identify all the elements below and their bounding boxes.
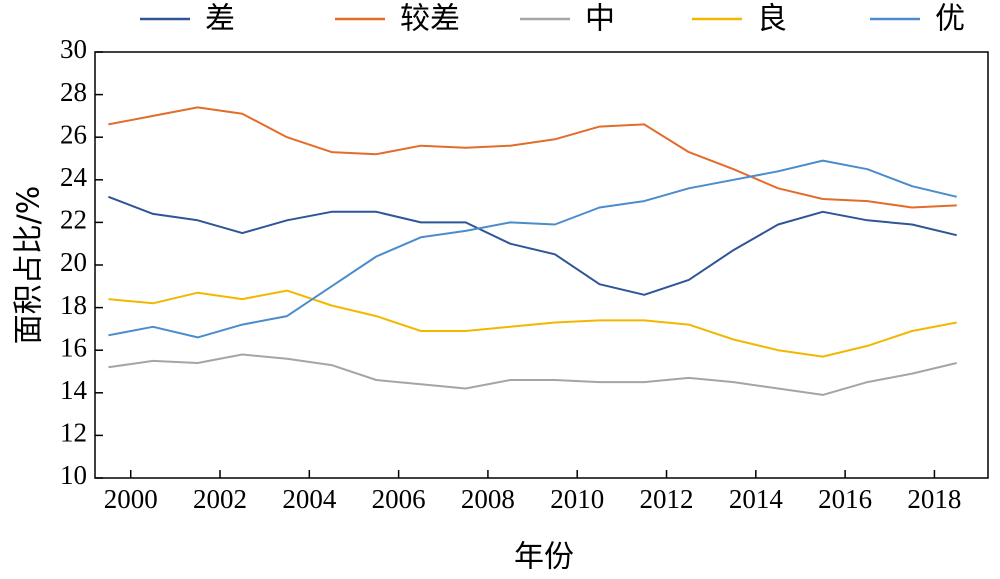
y-axis-title: 面积占比/% bbox=[12, 186, 47, 345]
x-tick-label: 2004 bbox=[282, 484, 337, 514]
series-line-2 bbox=[108, 106, 957, 209]
series-line-4 bbox=[108, 289, 957, 358]
x-tick-label: 2002 bbox=[193, 484, 247, 514]
legend-label: 差 bbox=[205, 2, 235, 37]
series-line-3 bbox=[108, 353, 957, 396]
y-tick-label: 24 bbox=[60, 162, 88, 192]
legend-label: 良 bbox=[757, 2, 787, 37]
legend-label: 较差 bbox=[400, 2, 460, 37]
x-tick-label: 2000 bbox=[104, 484, 158, 514]
x-tick-label: 2012 bbox=[640, 484, 694, 514]
y-tick-label: 16 bbox=[60, 332, 87, 362]
x-tick-label: 2016 bbox=[818, 484, 872, 514]
x-tick-label: 2008 bbox=[461, 484, 515, 514]
y-tick-label: 12 bbox=[60, 418, 87, 448]
legend-label: 中 bbox=[585, 2, 615, 37]
legend-label: 优 bbox=[935, 2, 965, 37]
plot-area: 10 12 14 16 18 20 22 24 26 28 30 2000 2002 2004 2006 20… bbox=[60, 34, 989, 514]
y-tick-label: 20 bbox=[60, 247, 87, 277]
x-tick-label: 2014 bbox=[729, 484, 784, 514]
x-axis-title: 年份 bbox=[514, 540, 574, 575]
y-tick-label: 18 bbox=[60, 290, 87, 320]
series-line-1 bbox=[108, 195, 957, 296]
y-tick-label: 26 bbox=[60, 119, 87, 149]
y-tick-label: 30 bbox=[60, 34, 87, 64]
y-axis-title-group: 面积占比/% bbox=[12, 186, 47, 345]
x-tick-label: 2010 bbox=[550, 484, 604, 514]
y-tick-label: 22 bbox=[60, 205, 87, 235]
x-tick-label: 2018 bbox=[907, 484, 961, 514]
plot-frame bbox=[94, 51, 989, 479]
y-tick-label: 14 bbox=[60, 375, 88, 405]
chart-legend: 差 较差 中 良 优 bbox=[140, 2, 965, 37]
x-tick-label: 2006 bbox=[372, 484, 426, 514]
y-tick-label: 10 bbox=[60, 460, 87, 490]
series-line-5 bbox=[108, 159, 957, 339]
y-tick-label: 28 bbox=[60, 77, 87, 107]
